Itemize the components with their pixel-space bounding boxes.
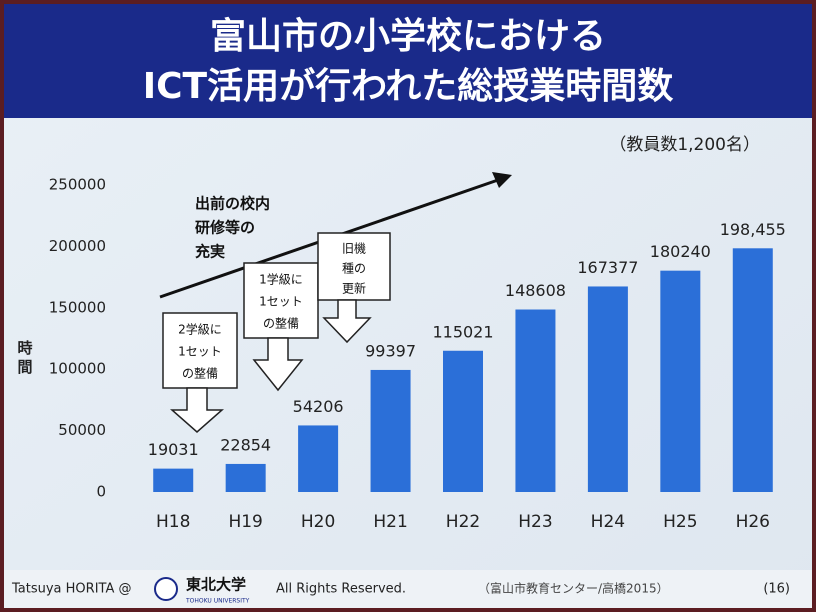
- title-band: [4, 4, 812, 118]
- annotation-text: 充実: [195, 243, 225, 261]
- footer-logo-sub: TOHOKU UNIVERSITY: [185, 598, 250, 605]
- annotation-text: 1学級に: [259, 272, 303, 287]
- value-label: 19031: [148, 440, 199, 459]
- annotation-text: の整備: [263, 316, 299, 331]
- value-label: 22854: [220, 435, 271, 454]
- y-tick-label: 250000: [49, 176, 106, 194]
- x-tick-label: H18: [156, 512, 190, 532]
- value-label: 99397: [365, 341, 416, 360]
- trend-arrow-head: [492, 172, 512, 188]
- x-tick-label: H22: [446, 512, 480, 532]
- x-tick-label: H19: [228, 512, 262, 532]
- y-tick-label: 50000: [58, 421, 106, 439]
- footer-page: (16): [763, 582, 790, 597]
- y-tick-label: 100000: [49, 360, 106, 378]
- x-tick-label: H26: [736, 512, 770, 532]
- y-tick-label: 200000: [49, 237, 106, 255]
- title-line: 富山市の小学校における: [210, 15, 606, 57]
- value-label: 167377: [577, 258, 638, 277]
- callouts: [162, 232, 391, 433]
- value-label: 198,455: [720, 220, 786, 239]
- x-tick-label: H24: [591, 512, 625, 532]
- x-tick-label: H23: [518, 512, 552, 532]
- subtitle: （教員数1,200名）: [609, 135, 760, 155]
- footer-logo: 東北大学: [186, 576, 246, 594]
- footer-author: Tatsuya HORITA @: [11, 582, 132, 597]
- bar: [225, 463, 266, 492]
- bar: [153, 468, 194, 492]
- value-label: 54206: [293, 397, 344, 416]
- bar: [587, 286, 628, 492]
- x-tick-label: H25: [663, 512, 697, 532]
- y-tick-label: 150000: [49, 298, 106, 316]
- annotation-text: 出前の校内: [195, 195, 270, 213]
- x-tick-label: H20: [301, 512, 335, 532]
- annotation-text: の整備: [182, 366, 218, 381]
- bar: [370, 369, 411, 492]
- title-line: ICT活用が行われた総授業時間数: [143, 66, 674, 107]
- bar: [732, 248, 773, 492]
- value-label: 148608: [505, 281, 566, 300]
- annotation-text: 種の: [342, 262, 366, 276]
- value-label: 180240: [650, 242, 711, 261]
- annotation-text: 2学級に: [178, 322, 222, 337]
- annotation-text: 1セット: [259, 295, 303, 309]
- footer-source: （富山市教育センター/高橋2015）: [478, 581, 669, 596]
- footer-rights: All Rights Reserved.: [276, 582, 406, 597]
- footer-band: [4, 570, 812, 608]
- annotation-text: 1セット: [178, 345, 222, 359]
- logo-icon: [154, 577, 178, 601]
- x-tick-label: H21: [373, 512, 407, 532]
- y-axis-label: 時間: [16, 339, 34, 378]
- value-label: 115021: [432, 322, 493, 341]
- bar: [660, 270, 701, 492]
- annotation-text: 更新: [342, 281, 366, 296]
- bar: [443, 350, 483, 492]
- annotation-text: 研修等の: [195, 219, 255, 237]
- annotation-text: 旧機: [342, 241, 366, 256]
- y-tick-label: 0: [96, 483, 106, 501]
- bar: [515, 309, 556, 492]
- bar: [298, 425, 339, 492]
